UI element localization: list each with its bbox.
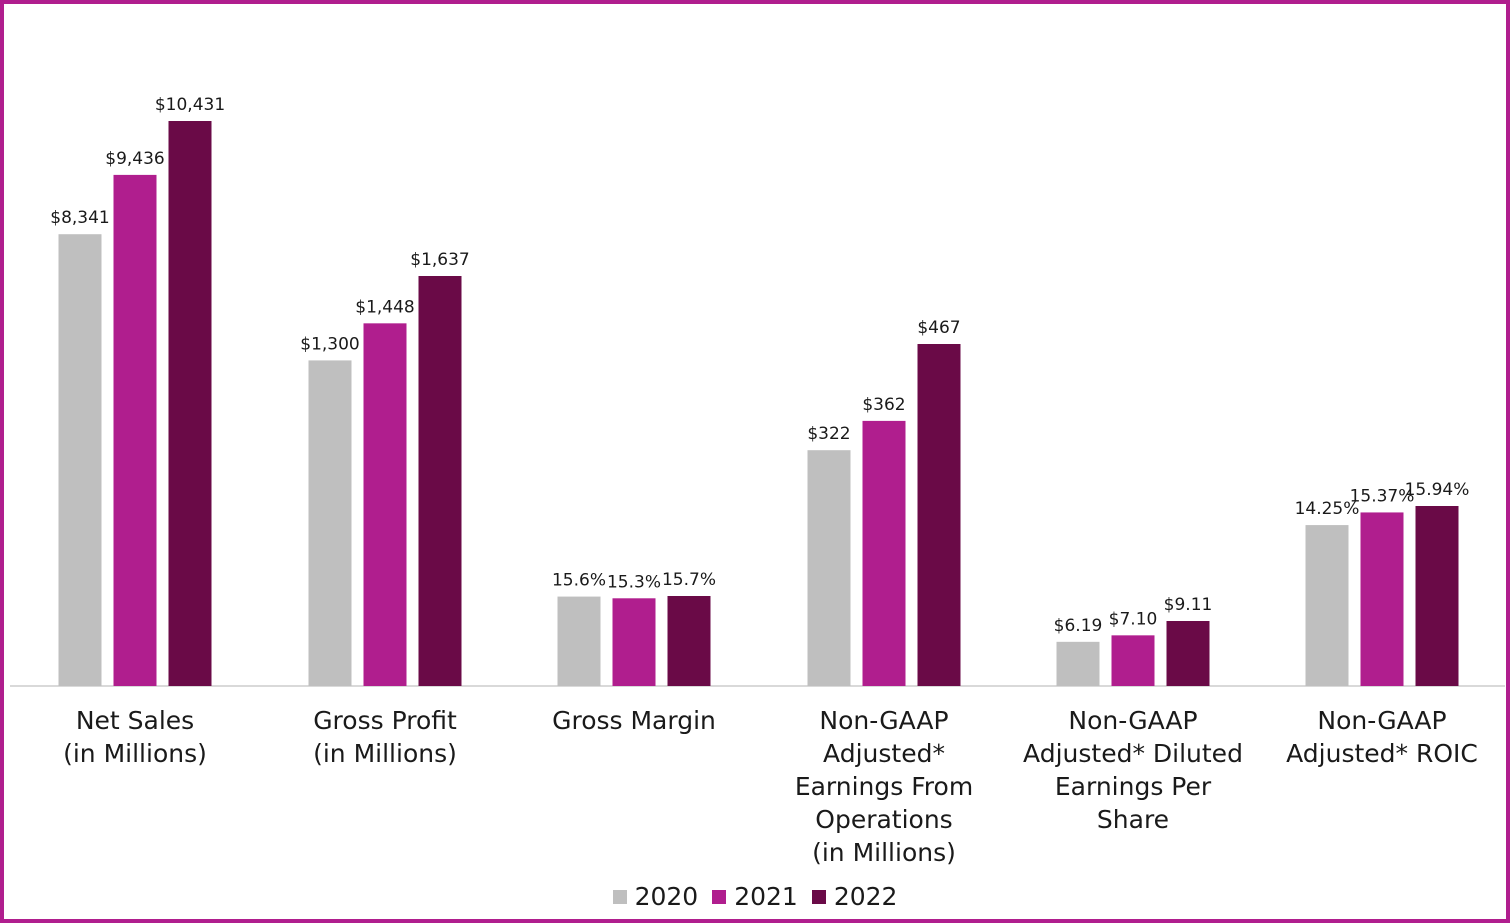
category-label-line: Operations <box>815 805 953 834</box>
bar-2022-cat0 <box>168 121 212 686</box>
data-label-2021-cat1: $1,448 <box>355 297 414 317</box>
category-label-line: Non-GAAP <box>819 706 949 735</box>
data-label-2022-cat4: $9.11 <box>1164 595 1213 615</box>
bar-2020-cat2 <box>557 596 601 686</box>
bar-2022-cat3 <box>917 344 961 686</box>
category-label-line: (in Millions) <box>812 838 956 867</box>
category-label-2: Gross Margin <box>509 704 759 737</box>
category-label-line: (in Millions) <box>313 739 457 768</box>
category-label-line: Earnings Per <box>1054 772 1212 801</box>
category-label-line: Gross Profit <box>313 706 457 735</box>
category-label-line: Non-GAAP <box>1068 706 1198 735</box>
legend-swatch-2020 <box>612 889 627 904</box>
bar-2021-cat3 <box>862 420 906 686</box>
category-label-line: Earnings From <box>794 772 974 801</box>
data-label-2022-cat1: $1,637 <box>410 250 469 270</box>
bar-2020-cat1 <box>308 360 352 686</box>
data-label-2020-cat0: $8,341 <box>50 208 109 228</box>
legend-item-2022: 2022 <box>811 882 898 911</box>
bar-2021-cat1 <box>363 323 407 686</box>
category-label-line: Share <box>1096 805 1170 834</box>
bar-2021-cat2 <box>612 598 656 686</box>
data-label-2021-cat0: $9,436 <box>105 149 164 169</box>
bar-2022-cat4 <box>1166 621 1210 686</box>
category-label-line: Adjusted* <box>823 739 945 768</box>
data-label-2021-cat5: 15.37% <box>1350 486 1415 506</box>
data-label-2020-cat2: 15.6% <box>552 571 606 591</box>
data-label-2021-cat2: 15.3% <box>607 572 661 592</box>
legend-item-2021: 2021 <box>712 882 798 911</box>
category-label-1: Gross Profit (in Millions) <box>260 704 510 770</box>
category-label-line: Gross Margin <box>552 706 716 735</box>
category-label-line: Adjusted* ROIC <box>1286 739 1478 768</box>
bar-2021-cat0 <box>113 174 157 686</box>
data-label-2020-cat1: $1,300 <box>300 334 359 354</box>
category-label-line: (in Millions) <box>63 739 207 768</box>
legend-swatch-2021 <box>712 889 727 904</box>
bar-2021-cat4 <box>1111 635 1155 686</box>
data-label-2020-cat4: $6.19 <box>1054 616 1103 636</box>
data-label-2020-cat5: 14.25% <box>1295 499 1360 519</box>
category-label-5: Non-GAAP Adjusted* ROIC <box>1257 704 1507 770</box>
bar-2022-cat1 <box>418 276 462 686</box>
bar-2022-cat5 <box>1415 506 1459 686</box>
data-label-2022-cat0: $10,431 <box>155 95 225 115</box>
data-label-2021-cat4: $7.10 <box>1109 609 1158 629</box>
bar-2020-cat0 <box>58 234 102 687</box>
legend-label-2020: 2020 <box>634 882 699 911</box>
data-label-2021-cat3: $362 <box>862 395 905 415</box>
data-label-2022-cat5: 15.94% <box>1405 480 1470 500</box>
bar-2021-cat5 <box>1360 512 1404 686</box>
category-label-4: Non-GAAP Adjusted* Diluted Earnings Per Sha… <box>1008 704 1258 836</box>
category-label-0: Net Sales (in Millions) <box>10 704 260 770</box>
category-label-line: Adjusted* Diluted <box>1023 739 1243 768</box>
category-label-line: Net Sales <box>75 706 195 735</box>
bar-2020-cat4 <box>1056 641 1100 686</box>
legend-item-2020: 2020 <box>612 882 699 911</box>
legend: 2020 2021 2022 <box>0 882 1510 911</box>
legend-label-2022: 2022 <box>833 882 898 911</box>
bar-2020-cat3 <box>807 450 851 686</box>
data-label-2022-cat2: 15.7% <box>662 570 716 590</box>
data-label-2020-cat3: $322 <box>807 424 850 444</box>
category-label-line: Non-GAAP <box>1317 706 1447 735</box>
legend-swatch-2022 <box>811 889 826 904</box>
bar-2022-cat2 <box>667 596 711 686</box>
data-label-2022-cat3: $467 <box>917 318 960 338</box>
legend-label-2021: 2021 <box>734 882 798 911</box>
bar-2020-cat5 <box>1305 525 1349 686</box>
category-label-3: Non-GAAP Adjusted* Earnings From Operations… <box>759 704 1009 869</box>
